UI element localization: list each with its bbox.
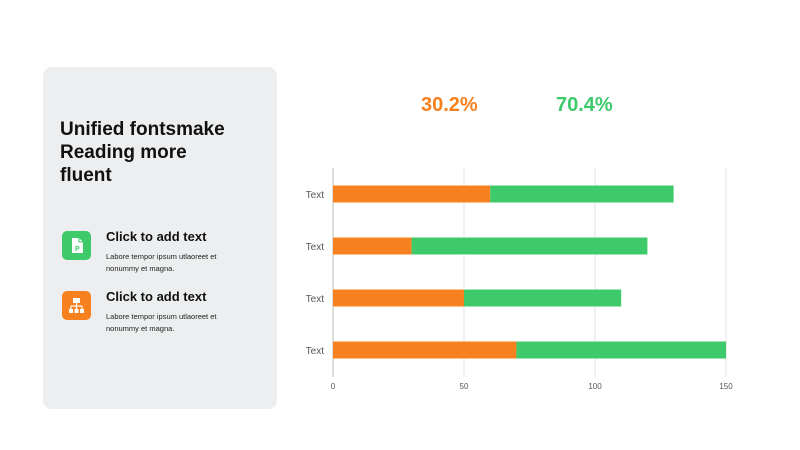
category-label: Text	[306, 242, 325, 253]
x-tick-label: 150	[719, 382, 733, 391]
feature-description: Labore tempor ipsum utlaoreet et nonummy…	[106, 311, 246, 335]
orange-bar-segment	[333, 289, 464, 307]
orange-percentage: 30.2%	[421, 94, 478, 116]
panel-title-line: Unified fontsmake	[60, 119, 225, 140]
feature-description-line: Labore tempor ipsum utlaoreet et	[106, 312, 217, 321]
panel-title: Unified fontsmake Reading more fluent	[60, 118, 270, 187]
category-label: Text	[306, 190, 325, 201]
panel-title-line: Reading more	[60, 142, 187, 163]
x-tick-label: 50	[460, 382, 469, 391]
feature-description-line: nonummy et magna.	[106, 264, 175, 273]
svg-text:P: P	[75, 246, 80, 253]
panel-title-line: fluent	[60, 165, 112, 186]
orange-bar-segment	[333, 185, 491, 203]
green-bar-segment	[490, 185, 674, 203]
green-bar-segment	[411, 237, 648, 255]
orange-bar-segment	[333, 341, 517, 359]
x-tick-label: 0	[331, 382, 336, 391]
green-bar-segment	[464, 289, 622, 307]
category-label: Text	[306, 294, 325, 305]
orange-bar-segment	[333, 237, 412, 255]
feature-description-line: nonummy et magna.	[106, 324, 175, 333]
category-label: Text	[306, 346, 325, 357]
feature-description: Labore tempor ipsum utlaoreet et nonummy…	[106, 251, 246, 275]
green-bar-segment	[516, 341, 726, 359]
hierarchy-icon	[62, 291, 91, 320]
feature-heading: Click to add text	[106, 229, 207, 244]
feature-description-line: Labore tempor ipsum utlaoreet et	[106, 252, 217, 261]
feature-heading: Click to add text	[106, 289, 207, 304]
green-percentage: 70.4%	[556, 94, 613, 116]
x-tick-label: 100	[588, 382, 602, 391]
document-icon: P	[62, 231, 91, 260]
